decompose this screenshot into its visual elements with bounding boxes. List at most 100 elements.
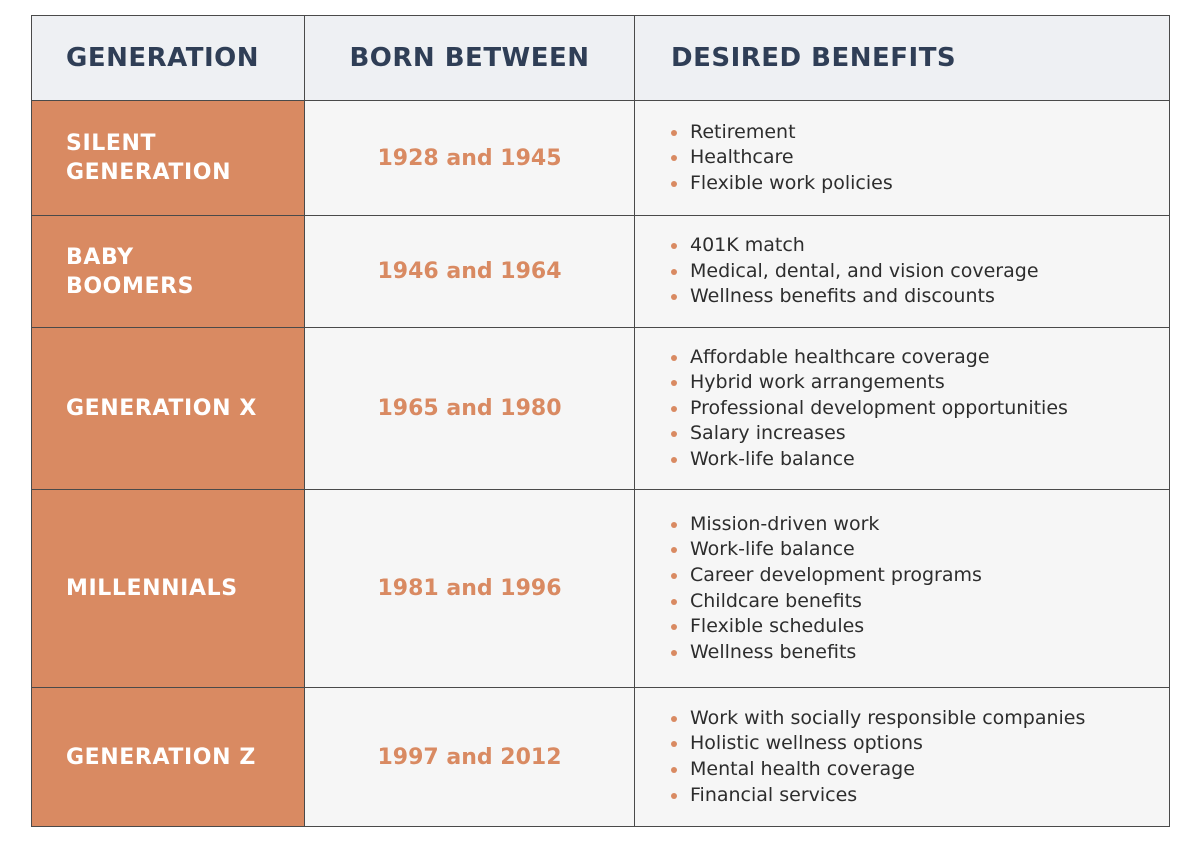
benefit-item: Financial services (671, 783, 1169, 809)
benefit-item: Work-life balance (671, 447, 1169, 473)
benefits-cell: Work with socially responsible companies… (634, 687, 1170, 827)
generation-cell: SILENT GENERATION (31, 100, 305, 216)
benefit-text: Career development programs (690, 563, 982, 586)
bullet-icon (671, 741, 677, 748)
bullet-icon (671, 431, 677, 438)
benefit-text: Healthcare (690, 146, 794, 169)
benefit-item: Career development programs (671, 563, 1169, 589)
bullet-icon (671, 294, 677, 301)
benefit-text: Wellness benefits (690, 640, 857, 663)
bullet-icon (671, 268, 677, 275)
bullet-icon (671, 521, 677, 528)
generations-table-container: GENERATION BORN BETWEEN DESIRED BENEFITS… (31, 15, 1170, 827)
bullet-icon (671, 180, 677, 187)
benefit-text: Wellness benefits and discounts (690, 285, 995, 308)
benefits-list: Mission-driven work Work-life balance Ca… (671, 512, 1169, 666)
benefit-item: Wellness benefits and discounts (671, 284, 1169, 310)
table-header: GENERATION BORN BETWEEN DESIRED BENEFITS (31, 15, 1170, 101)
benefit-item: 401K match (671, 233, 1169, 259)
bullet-icon (671, 572, 677, 579)
benefit-item: Work-life balance (671, 537, 1169, 563)
bullet-icon (671, 243, 677, 250)
header-row: GENERATION BORN BETWEEN DESIRED BENEFITS (31, 15, 1170, 101)
header-desired-benefits: DESIRED BENEFITS (634, 15, 1170, 101)
benefit-text: Salary increases (690, 422, 846, 445)
bullet-icon (671, 649, 677, 656)
benefits-list: Retirement Healthcare Flexible work poli… (671, 120, 1169, 197)
benefit-text: Retirement (690, 120, 796, 143)
bullet-icon (671, 456, 677, 463)
benefit-item: Healthcare (671, 145, 1169, 171)
bullet-icon (671, 598, 677, 605)
born-between-cell: 1997 and 2012 (304, 687, 635, 827)
benefit-text: Medical, dental, and vision coverage (690, 259, 1039, 282)
benefit-item: Retirement (671, 120, 1169, 146)
benefits-list: Affordable healthcare coverage Hybrid wo… (671, 345, 1169, 473)
born-between-cell: 1928 and 1945 (304, 100, 635, 216)
generation-name-line: GENERATION X (66, 396, 257, 421)
bullet-icon (671, 715, 677, 722)
benefit-text: Affordable healthcare coverage (690, 345, 990, 368)
benefits-cell: 401K match Medical, dental, and vision c… (634, 215, 1170, 328)
table-row: GENERATION Z 1997 and 2012 Work with soc… (31, 687, 1170, 827)
benefit-text: Financial services (690, 783, 858, 806)
bullet-icon (671, 405, 677, 412)
born-between-cell: 1981 and 1996 (304, 489, 635, 688)
generation-name-line: GENERATION Z (66, 744, 256, 770)
benefit-text: Mission-driven work (690, 512, 880, 535)
table-row: MILLENNIALS 1981 and 1996 Mission-driven… (31, 489, 1170, 688)
generation-cell: BABY BOOMERS (31, 215, 305, 328)
benefit-text: Holistic wellness options (690, 732, 923, 755)
bullet-icon (671, 155, 677, 162)
bullet-icon (671, 767, 677, 773)
benefit-item: Affordable healthcare coverage (671, 345, 1169, 371)
table-row: BABY BOOMERS 1946 and 1964 401K match Me… (31, 215, 1170, 328)
benefit-item: Holistic wellness options (671, 731, 1169, 757)
benefit-text: Work-life balance (690, 447, 855, 470)
benefit-text: Work-life balance (690, 538, 855, 561)
bullet-icon (671, 129, 677, 136)
bullet-icon (671, 380, 677, 387)
benefits-list: Work with socially responsible companies… (671, 706, 1169, 808)
benefit-item: Flexible work policies (671, 171, 1169, 197)
generation-cell: MILLENNIALS (31, 489, 305, 688)
benefit-text: Childcare benefits (690, 589, 862, 612)
benefit-text: Professional development opportunities (690, 396, 1068, 419)
generations-benefits-table: GENERATION BORN BETWEEN DESIRED BENEFITS… (31, 15, 1170, 827)
benefit-text: Work with socially responsible companies (690, 706, 1086, 729)
bullet-icon (671, 624, 677, 631)
benefit-item: Salary increases (671, 421, 1169, 447)
benefit-item: Hybrid work arrangements (671, 370, 1169, 396)
benefit-item: Medical, dental, and vision coverage (671, 259, 1169, 285)
generation-name-line: BABY (66, 244, 134, 270)
header-generation: GENERATION (31, 15, 305, 101)
generation-name-line: SILENT (66, 131, 157, 156)
bullet-icon (671, 354, 677, 361)
benefits-cell: Retirement Healthcare Flexible work poli… (634, 100, 1170, 216)
benefit-item: Professional development opportunities (671, 396, 1169, 422)
benefit-item: Mental health coverage (671, 757, 1169, 783)
born-between-cell: 1946 and 1964 (304, 215, 635, 328)
benefit-item: Childcare benefits (671, 589, 1169, 615)
generation-name-line: MILLENNIALS (66, 576, 238, 601)
table-row: SILENT GENERATION 1928 and 1945 Retireme… (31, 100, 1170, 216)
bullet-icon (671, 547, 677, 554)
benefit-item: Flexible schedules (671, 614, 1169, 640)
generation-cell: GENERATION Z (31, 687, 305, 827)
born-between-cell: 1965 and 1980 (304, 327, 635, 490)
bullet-icon (671, 792, 677, 799)
generation-name-line: GENERATION (66, 160, 232, 185)
benefit-text: 401K match (690, 234, 805, 257)
benefits-list: 401K match Medical, dental, and vision c… (671, 233, 1169, 310)
benefit-text: Mental health coverage (690, 758, 915, 780)
benefit-text: Flexible schedules (690, 615, 865, 638)
generation-name-line: BOOMERS (66, 273, 195, 299)
generation-cell: GENERATION X (31, 327, 305, 490)
benefit-item: Wellness benefits (671, 640, 1169, 666)
benefit-item: Work with socially responsible companies (671, 706, 1169, 732)
benefits-cell: Mission-driven work Work-life balance Ca… (634, 489, 1170, 688)
table-row: GENERATION X 1965 and 1980 Affordable he… (31, 327, 1170, 490)
benefit-item: Mission-driven work (671, 512, 1169, 538)
benefits-cell: Affordable healthcare coverage Hybrid wo… (634, 327, 1170, 490)
benefit-text: Hybrid work arrangements (690, 371, 945, 394)
